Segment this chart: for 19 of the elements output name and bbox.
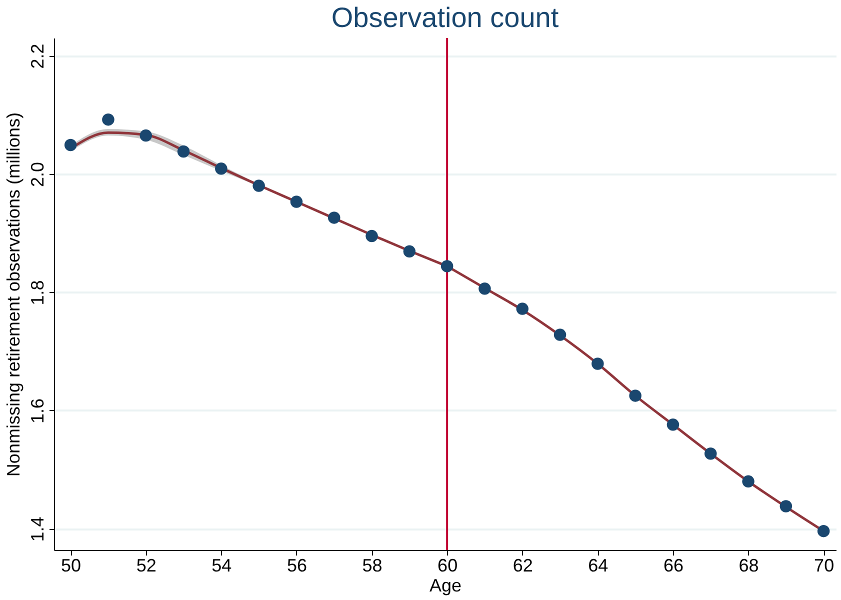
y-tick-label: 1.8 xyxy=(28,280,48,306)
y-tick-label: 2.2 xyxy=(28,44,48,69)
x-tick-label: 56 xyxy=(286,556,307,576)
x-tick-label: 52 xyxy=(136,556,156,576)
x-tick-label: 54 xyxy=(212,556,232,576)
y-tick-label: 1.6 xyxy=(28,398,48,424)
y-tick-label: 2.0 xyxy=(28,162,48,187)
x-axis-title: Age xyxy=(429,576,462,596)
chart-title: Observation count xyxy=(331,2,559,33)
x-tick-label: 58 xyxy=(362,556,382,576)
y-axis-title: Nonmissing retirement observations (millions) xyxy=(4,112,24,477)
x-tick-label: 64 xyxy=(588,556,608,576)
x-tick-label: 60 xyxy=(438,556,458,576)
x-tick-label: 66 xyxy=(663,556,684,576)
x-tick-label: 70 xyxy=(814,556,834,576)
x-tick-label: 50 xyxy=(61,556,82,576)
x-tick-label: 62 xyxy=(512,556,533,576)
y-tick-label: 1.4 xyxy=(28,516,48,542)
x-tick-label: 68 xyxy=(738,556,759,576)
